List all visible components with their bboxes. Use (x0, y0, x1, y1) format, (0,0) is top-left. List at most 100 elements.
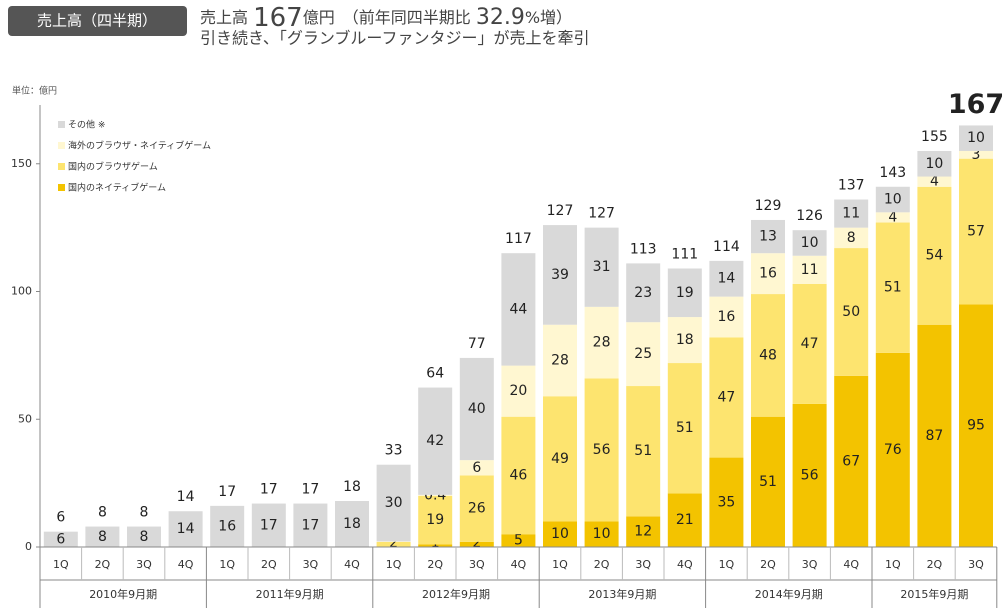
headline-part: %増） (525, 8, 572, 27)
segment-label: 13 (759, 229, 777, 245)
bar-segment (709, 260, 744, 297)
bar-segment (834, 248, 869, 376)
x-tick-label: 2Q (261, 558, 277, 571)
x-tick-label: 4Q (344, 558, 360, 571)
segment-label: 51 (759, 474, 777, 490)
x-tick-label: 2Q (927, 558, 943, 571)
segment-label: 17 (301, 517, 319, 533)
bar-segment (543, 225, 577, 325)
legend-swatch (58, 142, 65, 149)
segment-label: 47 (717, 390, 735, 406)
total-label: 17 (301, 482, 319, 498)
segment-label: 16 (218, 518, 236, 534)
bar-segment (917, 150, 952, 177)
total-label: 137 (838, 178, 865, 194)
bar-segment (917, 186, 952, 325)
segment-label: 6 (472, 460, 481, 476)
bar-segment (959, 158, 993, 305)
bar-segment (667, 268, 702, 318)
segment-label: 50 (842, 304, 860, 320)
bar-segment (834, 375, 869, 547)
bar-segment (751, 253, 785, 295)
segment-label: 10 (884, 192, 902, 208)
bar-segment (792, 283, 827, 404)
legend-swatch (58, 121, 65, 128)
x-tick-label: 4Q (511, 558, 527, 571)
segment-label: 4 (930, 174, 939, 190)
segment-label: 14 (177, 521, 195, 537)
bar-segment (959, 304, 993, 547)
x-tick-label: 1Q (552, 558, 568, 571)
bar-segment (626, 516, 661, 547)
segment-label: 28 (551, 352, 569, 368)
bar-segment (584, 227, 619, 307)
bar-segment (501, 534, 536, 547)
headline: 売上高 167億円 （前年同四半期比 32.9%増） (200, 3, 572, 33)
total-label: 6 (56, 509, 65, 525)
group-label: 2015年9月期 (900, 587, 968, 601)
segment-label: 57 (967, 223, 985, 239)
total-label: 8 (98, 505, 107, 521)
bar-segment (127, 526, 161, 547)
bar-segment (709, 296, 744, 338)
bar-segment (43, 531, 78, 547)
bar-segment (459, 460, 494, 476)
bar-segment (418, 387, 453, 495)
x-tick-label: 4Q (843, 558, 859, 571)
segment-label: 40 (468, 401, 486, 417)
bar-segment (917, 324, 952, 547)
segment-label: 47 (801, 336, 819, 352)
headline-part: 167 (253, 3, 303, 33)
x-tick-label: 2Q (95, 558, 111, 571)
bar-segment (501, 416, 536, 535)
segment-label: 95 (967, 418, 985, 434)
segment-label: 10 (801, 235, 819, 251)
badge-box (8, 6, 187, 36)
segment-label: 31 (593, 259, 611, 275)
bar-segment (875, 222, 910, 353)
group-label: 2013年9月期 (588, 587, 656, 601)
bar-segment (210, 505, 245, 547)
bar-segment (667, 493, 702, 547)
segment-label: 4 (888, 209, 897, 225)
segment-label: 8 (847, 230, 856, 246)
bar-segment (792, 403, 827, 547)
x-tick-label: 3Q (469, 558, 485, 571)
bar-segment (501, 253, 536, 366)
bar-segment (709, 457, 744, 547)
bar-segment (792, 230, 827, 256)
bar-segment (875, 352, 910, 547)
segment-label: 26 (468, 501, 486, 517)
x-tick-label: 3Q (303, 558, 319, 571)
bar-segment (418, 494, 453, 496)
x-tick-label: 3Q (968, 558, 984, 571)
total-label: 111 (671, 247, 698, 263)
x-tick-label: 2Q (427, 558, 443, 571)
segment-label: 49 (551, 451, 569, 467)
legend-swatch (58, 163, 65, 170)
segment-label: 25 (634, 346, 652, 362)
total-label: 155 (921, 129, 948, 145)
bar-segment (626, 322, 661, 387)
bar-segment (376, 541, 411, 542)
total-label: 127 (588, 206, 615, 222)
total-label: 167 (948, 89, 1004, 120)
group-label: 2012年9月期 (422, 587, 490, 601)
x-tick-label: 3Q (802, 558, 818, 571)
y-tick-label: 150 (11, 157, 32, 170)
x-tick-label: 3Q (635, 558, 651, 571)
bar-segment (751, 294, 785, 417)
segment-label: 28 (593, 335, 611, 351)
bar-segment (751, 416, 785, 547)
bar-segment (335, 501, 369, 547)
subline: 引き続き、「グランブルーファンタジー」が売上を牽引 (200, 29, 589, 48)
total-label: 18 (343, 479, 361, 495)
x-tick-label: 4Q (178, 558, 194, 571)
segment-label: 10 (925, 156, 943, 172)
segment-label: 46 (509, 467, 527, 483)
segment-label: 42 (426, 433, 444, 449)
bar-segment (626, 386, 661, 517)
segment-label: 35 (717, 494, 735, 510)
bar-segment (875, 212, 910, 223)
